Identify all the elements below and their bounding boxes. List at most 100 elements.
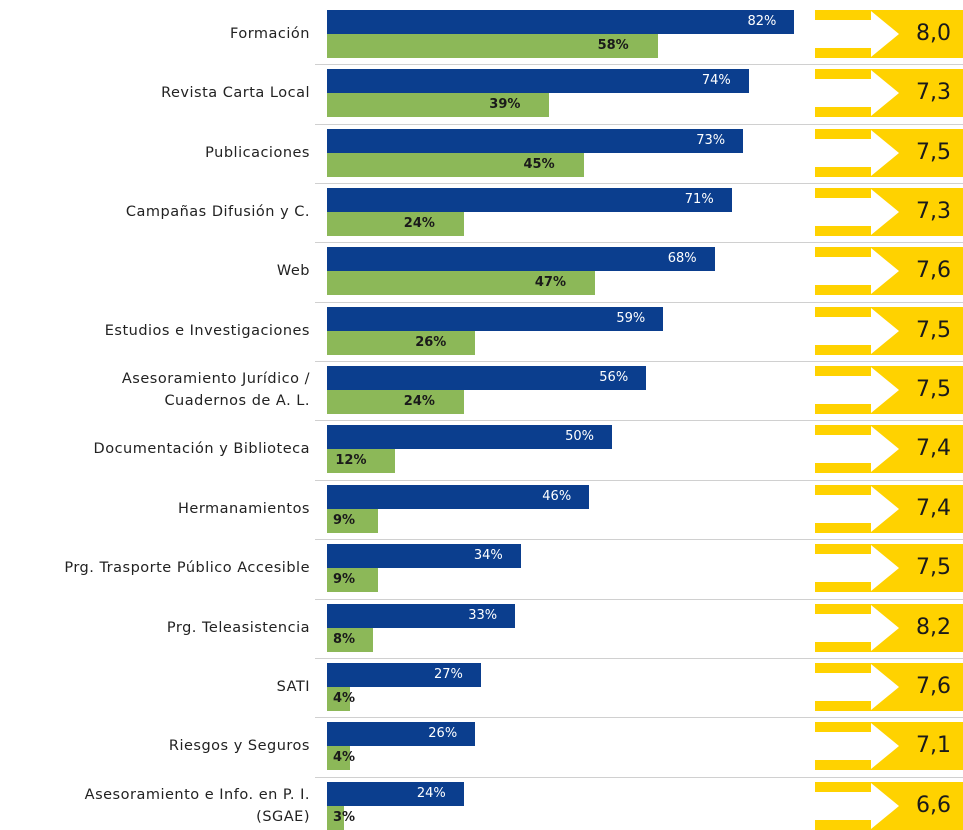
value-label: 68%	[667, 251, 697, 267]
value-label: 34%	[473, 548, 503, 564]
score-label: 7,4	[916, 495, 951, 521]
bar	[327, 603, 516, 628]
bar	[327, 568, 379, 593]
category-label: Web	[276, 263, 310, 280]
score-label: 7,4	[916, 436, 951, 462]
arrow-icon	[815, 189, 899, 236]
bar	[327, 247, 715, 272]
category-label: Prg. Teleasistencia	[166, 619, 310, 636]
row-separator	[315, 242, 963, 244]
score-box: 7,4	[815, 425, 963, 474]
value-label: 58%	[597, 38, 629, 53]
arrow-icon	[815, 129, 899, 176]
value-label: 39%	[489, 97, 521, 113]
value-label: 24%	[403, 394, 435, 410]
row-separator	[315, 123, 963, 125]
score-box: 7,5	[815, 544, 963, 593]
row-separator	[315, 64, 963, 66]
score-box: 8,2	[815, 603, 963, 652]
category-label: SATI	[276, 678, 310, 695]
row-separator	[315, 776, 963, 778]
bar	[327, 152, 584, 177]
bar	[327, 10, 795, 34]
bar	[327, 330, 476, 355]
score-box: 7,3	[815, 69, 963, 118]
bar	[327, 662, 481, 687]
bar	[327, 449, 396, 474]
score-label: 7,6	[916, 673, 951, 699]
value-label: 4%	[333, 690, 356, 706]
score-label: 8,0	[916, 21, 951, 46]
value-label: 33%	[468, 607, 498, 623]
bar	[327, 69, 749, 94]
score-label: 7,5	[916, 555, 951, 581]
bar	[327, 390, 464, 415]
value-label: 71%	[684, 192, 714, 208]
value-label: 46%	[542, 488, 572, 504]
score-box: 7,1	[815, 722, 963, 771]
value-label: 4%	[333, 750, 356, 766]
arrow-icon	[815, 723, 899, 770]
row-separator	[315, 598, 963, 600]
arrow-icon	[815, 367, 899, 414]
score-box: 7,6	[815, 247, 963, 296]
value-label: 45%	[523, 156, 555, 172]
bar	[327, 271, 595, 296]
arrow-icon	[815, 248, 899, 295]
bar	[327, 686, 350, 711]
category-label: Hermanamientos	[178, 500, 310, 517]
row-separator	[315, 361, 963, 363]
score-box: 8,0	[815, 10, 963, 58]
bar	[327, 188, 732, 213]
row-separator	[315, 717, 963, 719]
bar	[327, 508, 379, 533]
value-label: 27%	[433, 666, 463, 682]
score-label: 7,1	[916, 733, 951, 759]
arrow-icon	[815, 782, 899, 829]
bar	[327, 212, 464, 237]
bar	[327, 746, 350, 771]
arrow-icon	[815, 70, 899, 117]
value-label: 26%	[415, 334, 447, 350]
value-label: 59%	[616, 310, 646, 326]
category-label: Formación	[230, 26, 310, 42]
value-label: 24%	[416, 785, 446, 801]
value-label: 12%	[335, 453, 367, 469]
score-label: 8,2	[916, 614, 951, 640]
value-label: 24%	[403, 216, 435, 232]
score-label: 7,5	[916, 139, 951, 165]
category-label: Publicaciones	[205, 144, 310, 161]
value-label: 8%	[333, 631, 356, 647]
score-box: 7,5	[815, 366, 963, 415]
arrow-icon	[815, 426, 899, 473]
arrow-icon	[815, 663, 899, 710]
category-label: Asesoramiento Jurídico / Cuadernos de A.…	[121, 371, 310, 410]
row-separator	[315, 420, 963, 422]
arrow-icon	[815, 604, 899, 651]
category-label: Documentación y Biblioteca	[93, 441, 310, 458]
value-label: 9%	[333, 512, 356, 528]
score-label: 7,5	[916, 317, 951, 343]
category-label: Estudios e Investigaciones	[104, 322, 310, 339]
score-label: 7,6	[916, 258, 951, 284]
score-label: 7,5	[916, 377, 951, 403]
value-label: 74%	[701, 73, 731, 89]
score-box: 7,5	[815, 128, 963, 177]
row-separator	[315, 301, 963, 303]
arrow-icon	[815, 307, 899, 354]
arrow-icon	[815, 11, 899, 57]
bar	[327, 34, 658, 58]
category-label: Riesgos y Seguros	[168, 738, 310, 755]
score-box: 7,5	[815, 306, 963, 355]
category-label: Prg. Trasporte Público Accesible	[64, 560, 310, 577]
arrow-icon	[815, 545, 899, 592]
arrow-icon	[815, 485, 899, 532]
row-separator	[315, 479, 963, 481]
row-separator	[315, 183, 963, 185]
bar	[327, 484, 590, 509]
bar	[327, 306, 664, 331]
score-box: 7,3	[815, 188, 963, 237]
bar	[327, 805, 345, 830]
score-label: 7,3	[916, 199, 951, 225]
